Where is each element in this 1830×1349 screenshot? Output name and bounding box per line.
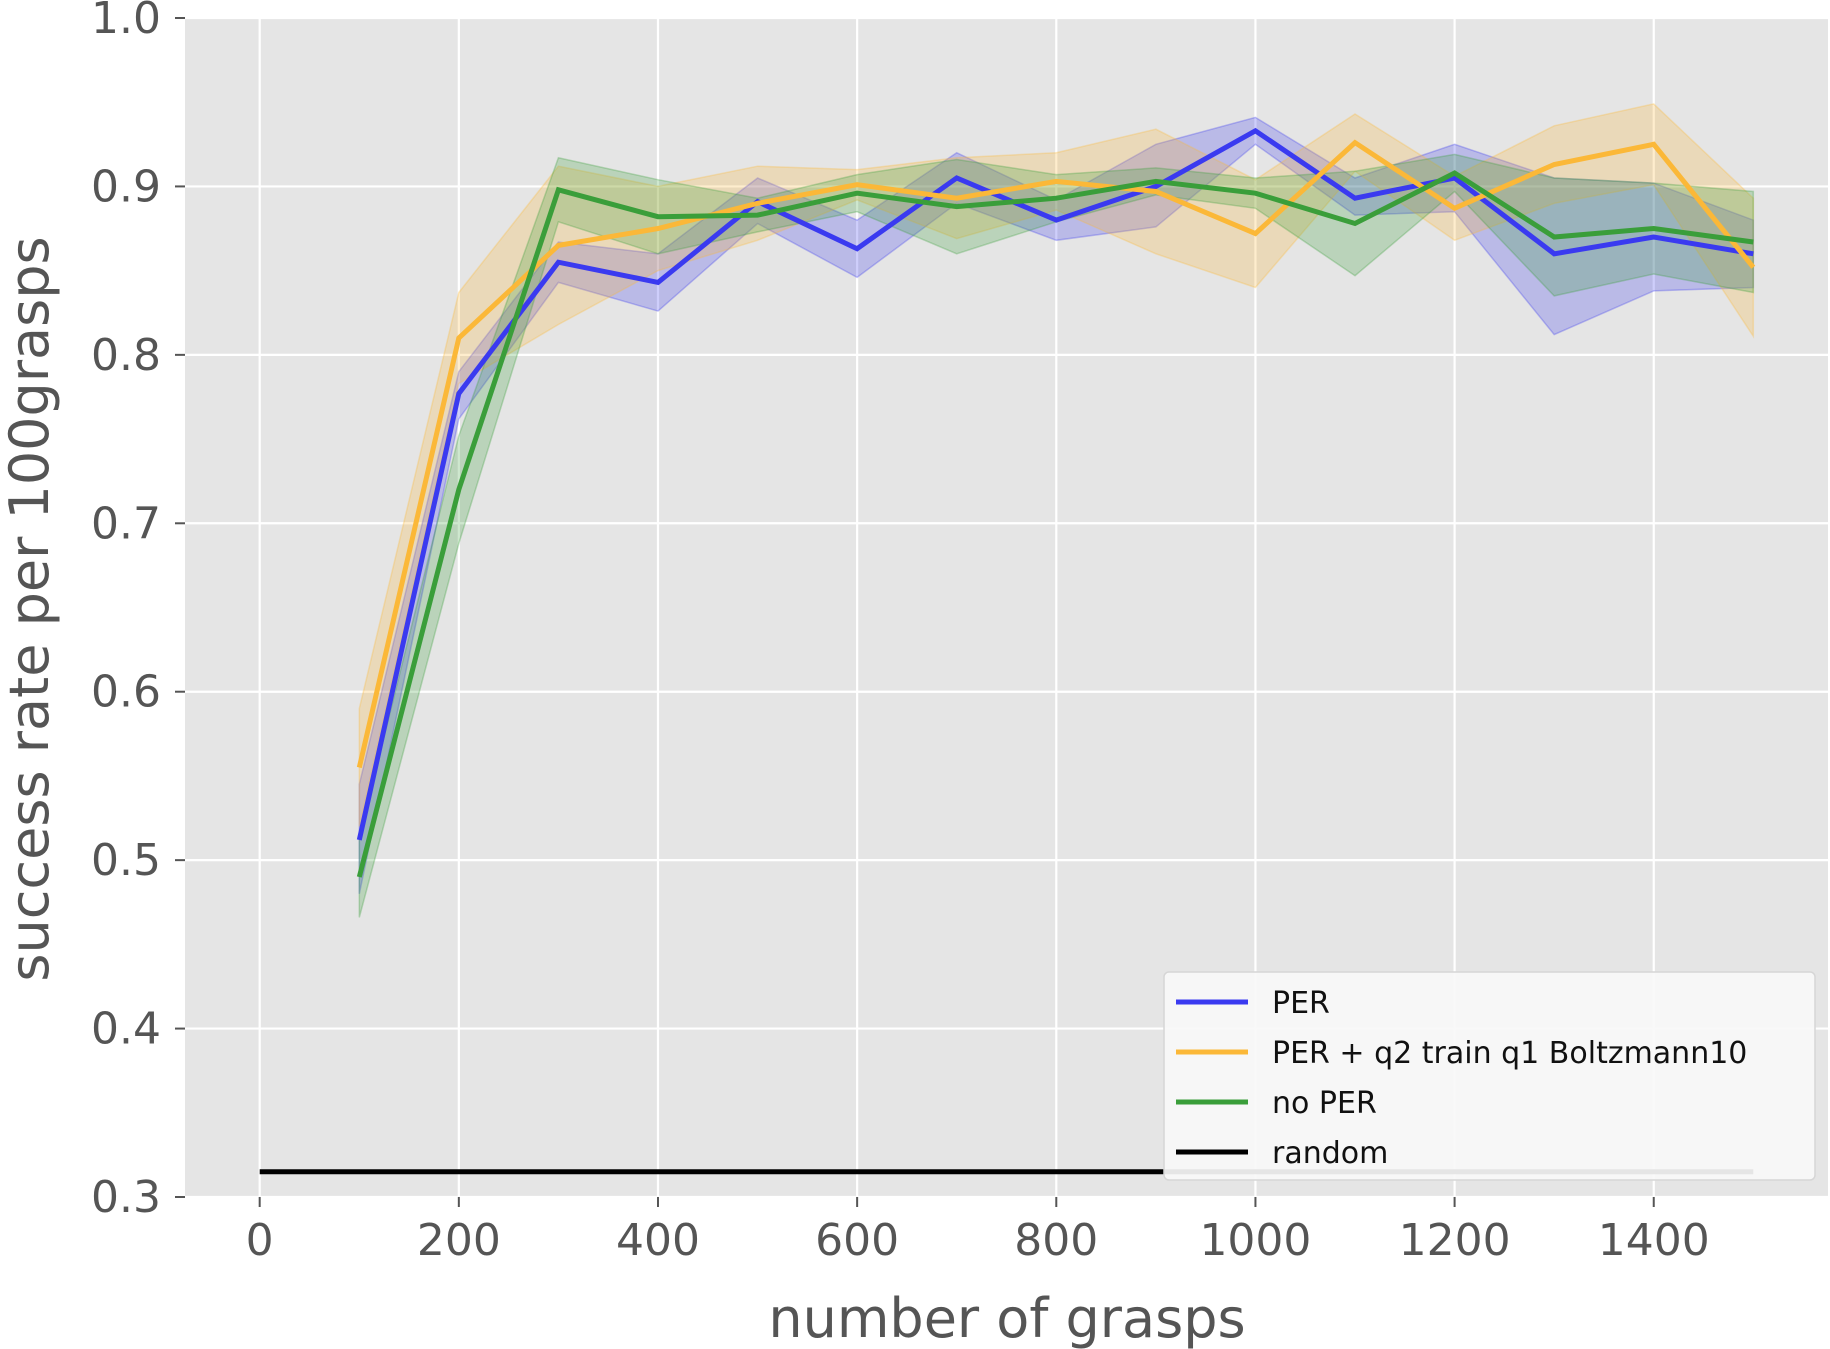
line-per	[356, 127, 1754, 841]
line-no-per	[356, 170, 1754, 878]
y-tick-label: 0.7	[91, 498, 161, 549]
y-axis-label: success rate per 100grasps	[0, 236, 61, 981]
x-tick-label: 0	[246, 1215, 274, 1266]
x-tick-label: 400	[616, 1215, 700, 1266]
legend: PER PER + q2 train q1 Boltzmann10 no PER ra…	[1163, 971, 1816, 1181]
band-per	[358, 116, 1755, 894]
legend-label-no-per: no PER	[1272, 1086, 1377, 1121]
x-axis-label: number of grasps	[768, 1287, 1245, 1349]
y-tick-label: 0.8	[91, 330, 161, 381]
x-tick-label: 1200	[1399, 1215, 1511, 1266]
x-tick-label: 1400	[1598, 1215, 1710, 1266]
y-tick-label: 0.9	[91, 161, 161, 212]
legend-label-per-q2-train-q1-boltzmann10: PER + q2 train q1 Boltzmann10	[1272, 1036, 1747, 1071]
legend-box	[1163, 971, 1816, 1181]
y-tick-label: 0.4	[91, 1004, 161, 1055]
x-tick-label: 600	[815, 1215, 899, 1266]
x-tick-label: 200	[417, 1215, 501, 1266]
y-tick-label: 0.3	[91, 1172, 161, 1223]
axes: 0 200 400 600 800 1000 1200 1400 0.3 0.4 0.5 0.6 0.7…	[91, 0, 1710, 1266]
band-per-q2-train-q1-boltzmann10	[358, 103, 1755, 827]
y-tick-label: 1.0	[91, 0, 161, 44]
x-tick-label: 1000	[1199, 1215, 1311, 1266]
legend-label-random: random	[1272, 1136, 1388, 1171]
legend-label-per: PER	[1272, 986, 1330, 1021]
y-tick-label: 0.5	[91, 835, 161, 886]
y-tick-label: 0.6	[91, 667, 161, 718]
line-per-q2-train-q1-boltzmann10	[356, 139, 1756, 769]
x-tick-label: 800	[1014, 1215, 1098, 1266]
